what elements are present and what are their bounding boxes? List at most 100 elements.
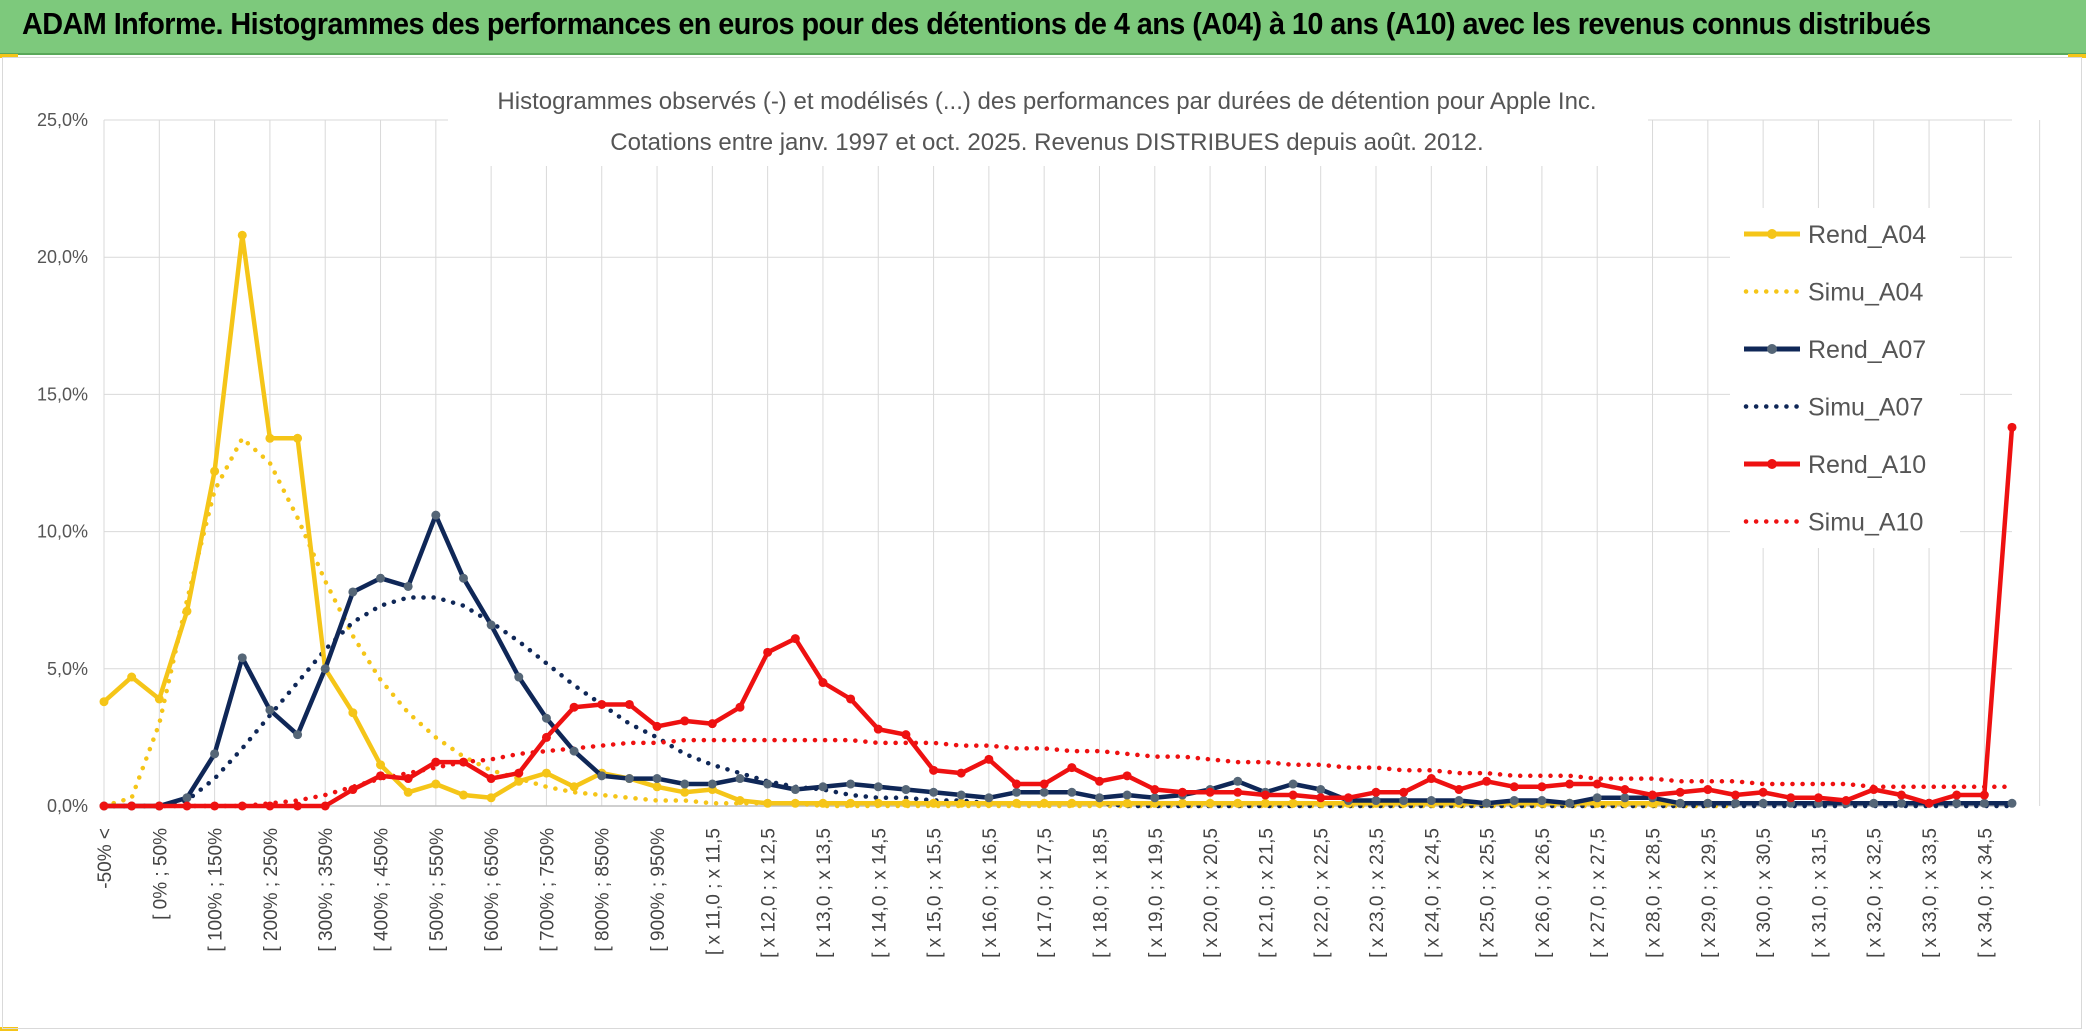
x-tick-label: [ x 29,0 ; x 29,5 <box>1699 828 1720 958</box>
y-tick-label: 5,0% <box>47 659 88 679</box>
x-tick-label: [ 700% ; 750% <box>537 828 558 952</box>
data-point-rend-a04 <box>735 796 745 806</box>
data-point-rend-a07 <box>265 705 275 715</box>
data-point-rend-a10 <box>1952 790 1962 800</box>
data-point-rend-a10 <box>873 724 883 734</box>
data-point-rend-a10 <box>376 771 386 781</box>
data-point-rend-a10 <box>1703 785 1713 795</box>
x-tick-label: [ x 27,0 ; x 27,5 <box>1588 828 1609 958</box>
data-point-rend-a04 <box>569 782 579 792</box>
x-tick-label: [ 800% ; 850% <box>593 828 614 952</box>
data-point-rend-a04 <box>514 776 524 786</box>
series-line-rend-a10 <box>104 427 2015 809</box>
data-point-rend-a04 <box>458 790 468 800</box>
data-point-rend-a10 <box>1288 790 1298 800</box>
data-point-rend-a07 <box>1094 793 1104 803</box>
data-point-rend-a10 <box>458 757 468 767</box>
data-point-rend-a10 <box>1620 785 1630 795</box>
data-point-rend-a04 <box>956 798 966 808</box>
data-point-rend-a07 <box>237 653 247 663</box>
data-point-rend-a10 <box>1979 790 1989 800</box>
data-point-rend-a07 <box>707 779 717 789</box>
legend-background <box>1730 208 1960 548</box>
data-point-rend-a07 <box>790 785 800 795</box>
data-point-rend-a10 <box>1786 793 1796 803</box>
data-point-rend-a07 <box>1869 798 1879 808</box>
x-tick-label: [ x 31,0 ; x 31,5 <box>1809 828 1830 958</box>
data-point-rend-a07 <box>1703 798 1713 808</box>
data-point-rend-a07 <box>1067 787 1077 797</box>
series-line-rend-a07 <box>104 512 2012 809</box>
data-point-rend-a10 <box>1039 779 1049 789</box>
legend-marker-rend-a04 <box>1767 229 1777 239</box>
x-tick-label: [ x 18,0 ; x 18,5 <box>1090 828 1111 958</box>
data-point-rend-a07 <box>1233 776 1243 786</box>
data-point-rend-a07 <box>376 573 386 583</box>
data-point-rend-a10 <box>431 757 441 767</box>
data-point-rend-a10 <box>1012 779 1022 789</box>
data-point-rend-a10 <box>265 801 275 811</box>
data-point-rend-a10 <box>541 732 551 742</box>
data-point-rend-a10 <box>818 678 828 688</box>
legend-label-simu-a10: Simu_A10 <box>1808 509 1923 537</box>
data-point-rend-a10 <box>2007 422 2017 432</box>
data-point-rend-a07 <box>1454 796 1464 806</box>
data-point-rend-a10 <box>514 768 524 778</box>
data-point-rend-a10 <box>210 801 220 811</box>
y-tick-label: 25,0% <box>37 110 88 130</box>
data-point-rend-a07 <box>1675 798 1685 808</box>
x-tick-label: -50% < <box>95 828 116 889</box>
data-point-rend-a04 <box>1288 798 1298 808</box>
data-point-rend-a07 <box>818 782 828 792</box>
data-point-rend-a07 <box>680 779 690 789</box>
data-point-rend-a04 <box>541 768 551 778</box>
data-point-rend-a10 <box>1565 779 1575 789</box>
x-tick-label: [ x 34,0 ; x 34,5 <box>1975 828 1996 958</box>
data-point-rend-a10 <box>846 694 856 704</box>
data-point-rend-a07 <box>1509 796 1519 806</box>
x-tick-label: [ 100% ; 150% <box>206 828 227 952</box>
x-tick-label: [ x 20,0 ; x 20,5 <box>1201 828 1222 958</box>
data-point-rend-a04 <box>680 787 690 797</box>
legend-label-simu-a07: Simu_A07 <box>1808 394 1923 422</box>
data-point-rend-a07 <box>2007 798 2017 808</box>
data-point-rend-a04 <box>127 672 137 682</box>
data-point-rend-a07 <box>846 779 856 789</box>
legend: Rend_A04 Simu_A04 Rend_A07 Simu_A07 Rend_A10… <box>1730 208 1960 548</box>
data-point-rend-a07 <box>569 746 579 756</box>
data-point-rend-a10 <box>348 785 358 795</box>
data-point-rend-a07 <box>541 713 551 723</box>
data-point-rend-a10 <box>1067 763 1077 773</box>
subtitle-background <box>448 84 1648 166</box>
data-point-rend-a10 <box>1813 793 1823 803</box>
data-point-rend-a07 <box>1371 796 1381 806</box>
data-point-rend-a04 <box>1205 798 1215 808</box>
x-tick-label: [ x 11,0 ; x 11,5 <box>703 828 724 955</box>
corner-mark-right <box>2068 54 2086 58</box>
x-tick-label: [ x 21,0 ; x 21,5 <box>1256 828 1277 958</box>
data-point-rend-a10 <box>154 801 164 811</box>
data-point-rend-a04 <box>1039 798 1049 808</box>
data-point-rend-a04 <box>182 606 192 616</box>
data-point-rend-a07 <box>514 672 524 682</box>
data-point-rend-a10 <box>1233 787 1243 797</box>
data-point-rend-a04 <box>763 798 773 808</box>
data-point-rend-a10 <box>127 801 137 811</box>
data-point-rend-a10 <box>1343 793 1353 803</box>
data-point-rend-a10 <box>763 647 773 657</box>
data-point-rend-a10 <box>680 716 690 726</box>
data-point-rend-a07 <box>1896 798 1906 808</box>
data-point-rend-a07 <box>1288 779 1298 789</box>
x-tick-label: [ 900% ; 950% <box>648 828 669 952</box>
series-line-simu-a04 <box>101 434 1738 809</box>
data-point-rend-a04 <box>293 433 303 443</box>
data-point-rend-a07 <box>1399 796 1409 806</box>
data-point-rend-a10 <box>486 774 496 784</box>
x-tick-label: [ 600% ; 650% <box>482 828 503 952</box>
data-point-rend-a10 <box>182 801 192 811</box>
data-point-rend-a10 <box>1426 774 1436 784</box>
x-tick-label: [ x 16,0 ; x 16,5 <box>980 828 1001 958</box>
x-tick-label: [ 0% ; 50% <box>150 828 171 920</box>
data-point-rend-a10 <box>99 801 109 811</box>
data-point-rend-a07 <box>458 573 468 583</box>
